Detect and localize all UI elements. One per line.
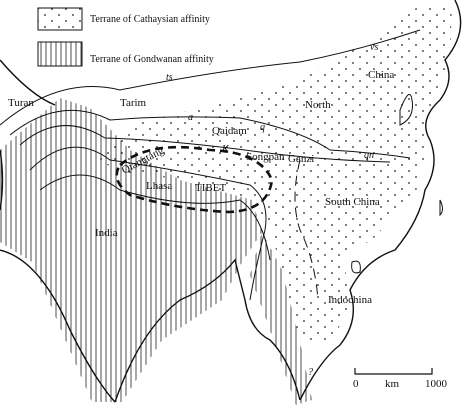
suture bbox=[19, 125, 391, 163]
region-label: Lhasa bbox=[146, 180, 172, 192]
scale-label: 0 bbox=[353, 378, 359, 390]
region-label: Ganzi bbox=[288, 153, 314, 165]
region-label: TIBET bbox=[195, 182, 226, 194]
legend-swatch bbox=[37, 41, 83, 67]
suture-label: ts bbox=[166, 72, 173, 83]
suture bbox=[39, 174, 271, 261]
suture-label: q bbox=[260, 122, 265, 133]
region-label: Qaidam bbox=[212, 125, 247, 137]
legend-label: Terrane of Cathaysian affinity bbox=[90, 14, 210, 25]
region-label: Turan bbox=[8, 97, 34, 109]
gondwanan-terrane bbox=[250, 232, 312, 405]
suture bbox=[29, 146, 267, 301]
legend-label: Terrane of Gondwanan affinity bbox=[90, 54, 214, 65]
region-label: South China bbox=[325, 196, 380, 208]
suture-label: K bbox=[221, 144, 230, 155]
region-label: North bbox=[305, 99, 331, 111]
suture-label: vs bbox=[370, 42, 378, 53]
gondwanan-terrane bbox=[0, 98, 262, 402]
cathaysian-terrane bbox=[95, 5, 452, 342]
region-label: Songpan bbox=[246, 151, 285, 163]
island bbox=[351, 93, 443, 274]
legend-swatch bbox=[37, 7, 83, 31]
suture-label: a bbox=[188, 112, 193, 123]
region-label: China bbox=[368, 69, 394, 81]
suture bbox=[9, 109, 411, 159]
scale-bar bbox=[354, 368, 433, 375]
scale-label: 1000 bbox=[425, 378, 448, 390]
region-label: Indochina bbox=[328, 294, 372, 306]
suture-label: qn bbox=[364, 150, 374, 161]
tibet-outline bbox=[115, 145, 274, 214]
region-label: India bbox=[95, 227, 118, 239]
suture bbox=[0, 29, 421, 126]
scale-label: km bbox=[385, 378, 400, 390]
suture-label: ? bbox=[308, 367, 313, 378]
suture bbox=[294, 159, 319, 301]
coastline bbox=[0, 0, 462, 403]
region-label: Tarim bbox=[120, 97, 147, 109]
